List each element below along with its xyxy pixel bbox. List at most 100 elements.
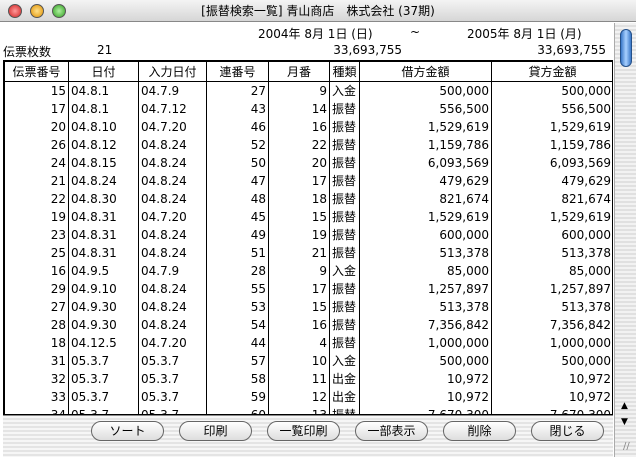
- table-row[interactable]: 15 04.8.1 04.7.9 27 9 入金 500,000 500,000: [4, 81, 612, 100]
- cell-credit-amount: 7,356,842: [491, 315, 612, 334]
- table-row[interactable]: 23 04.8.31 04.8.24 49 19 振替 600,000 600,000: [4, 225, 612, 244]
- voucher-table: 伝票番号 日付 入力日付 連番号 月番 種類 借方金額 貸方金額 15 04.8.1 04.7.9…: [3, 60, 613, 415]
- cell-voucher-no: 19: [4, 207, 69, 226]
- cell-credit-amount: 1,000,000: [491, 333, 612, 352]
- cell-entry-date: 04.7.9: [138, 81, 207, 100]
- column-header-entry-date[interactable]: 入力日付: [138, 61, 207, 82]
- cell-credit-amount: 6,093,569: [491, 153, 612, 172]
- cell-entry-date: 04.8.24: [138, 279, 207, 298]
- cell-month-no: 18: [268, 189, 330, 208]
- cell-serial-no: 44: [206, 333, 269, 352]
- cell-type: 振替: [329, 207, 360, 226]
- table-row[interactable]: 32 05.3.7 05.3.7 58 11 出金 10,972 10,972: [4, 369, 612, 388]
- cell-voucher-no: 18: [4, 333, 69, 352]
- cell-debit-amount: 7,670,300: [359, 405, 492, 414]
- cell-voucher-no: 17: [4, 99, 69, 118]
- cell-month-no: 15: [268, 297, 330, 316]
- column-header-type[interactable]: 種類: [329, 61, 360, 82]
- cell-debit-amount: 7,356,842: [359, 315, 492, 334]
- cell-month-no: 4: [268, 333, 330, 352]
- cell-month-no: 22: [268, 135, 330, 154]
- close-window-button[interactable]: [8, 4, 22, 18]
- cell-month-no: 13: [268, 405, 330, 414]
- cell-debit-amount: 513,378: [359, 243, 492, 262]
- cell-date: 04.8.31: [68, 207, 139, 226]
- cell-month-no: 17: [268, 171, 330, 190]
- cell-entry-date: 05.3.7: [138, 369, 207, 388]
- scroll-up-arrow-icon[interactable]: ▲: [621, 401, 628, 411]
- sort-button[interactable]: ソート: [91, 421, 164, 441]
- table-row[interactable]: 28 04.9.30 04.8.24 54 16 振替 7,356,842 7,356,842: [4, 315, 612, 334]
- column-header-voucher-no[interactable]: 伝票番号: [4, 61, 69, 82]
- cell-credit-amount: 1,159,786: [491, 135, 612, 154]
- table-row[interactable]: 29 04.9.10 04.8.24 55 17 振替 1,257,897 1,257,897: [4, 279, 612, 298]
- cell-month-no: 11: [268, 369, 330, 388]
- table-row[interactable]: 18 04.12.5 04.7.20 44 4 振替 1,000,000 1,000,000: [4, 333, 612, 352]
- cell-date: 05.3.7: [68, 405, 139, 414]
- column-header-month-no[interactable]: 月番: [268, 61, 330, 82]
- column-header-credit-amount[interactable]: 貸方金額: [491, 61, 612, 82]
- list-print-button[interactable]: 一覧印刷: [267, 421, 340, 441]
- resize-grip-icon[interactable]: //: [623, 441, 630, 452]
- vertical-scrollbar[interactable]: ▲ ▼ //: [614, 23, 636, 457]
- table-row[interactable]: 19 04.8.31 04.7.20 45 15 振替 1,529,619 1,529,619: [4, 207, 612, 226]
- cell-voucher-no: 31: [4, 351, 69, 370]
- cell-credit-amount: 479,629: [491, 171, 612, 190]
- cell-voucher-no: 22: [4, 189, 69, 208]
- table-row[interactable]: 17 04.8.1 04.7.12 43 14 振替 556,500 556,500: [4, 99, 612, 118]
- cell-type: 出金: [329, 387, 360, 406]
- minimize-window-button[interactable]: [30, 4, 44, 18]
- table-row[interactable]: 21 04.8.24 04.8.24 47 17 振替 479,629 479,629: [4, 171, 612, 190]
- cell-debit-amount: 556,500: [359, 99, 492, 118]
- cell-voucher-no: 15: [4, 81, 69, 100]
- cell-entry-date: 04.7.20: [138, 117, 207, 136]
- delete-button[interactable]: 削除: [443, 421, 516, 441]
- partial-display-button[interactable]: 一部表示: [355, 421, 428, 441]
- cell-date: 04.8.12: [68, 135, 139, 154]
- column-header-date[interactable]: 日付: [68, 61, 139, 82]
- scroll-thumb[interactable]: [620, 29, 632, 67]
- table-row[interactable]: 24 04.8.15 04.8.24 50 20 振替 6,093,569 6,093,569: [4, 153, 612, 172]
- debit-total: 33,693,755: [333, 43, 402, 57]
- column-header-debit-amount[interactable]: 借方金額: [359, 61, 492, 82]
- cell-type: 振替: [329, 333, 360, 352]
- cell-month-no: 20: [268, 153, 330, 172]
- cell-date: 04.8.1: [68, 81, 139, 100]
- cell-credit-amount: 500,000: [491, 351, 612, 370]
- cell-date: 04.9.30: [68, 297, 139, 316]
- table-row[interactable]: 31 05.3.7 05.3.7 57 10 入金 500,000 500,000: [4, 351, 612, 370]
- table-row[interactable]: 25 04.8.31 04.8.24 51 21 振替 513,378 513,378: [4, 243, 612, 262]
- cell-voucher-no: 27: [4, 297, 69, 316]
- column-header-serial-no[interactable]: 連番号: [206, 61, 269, 82]
- table-row[interactable]: 34 05.3.7 05.3.7 60 13 振替 7,670,300 7,670,300: [4, 405, 612, 414]
- cell-voucher-no: 25: [4, 243, 69, 262]
- zoom-window-button[interactable]: [52, 4, 66, 18]
- window-title: [振替検索一覧] 青山商店 株式会社 (37期): [201, 4, 435, 18]
- cell-credit-amount: 600,000: [491, 225, 612, 244]
- close-button[interactable]: 閉じる: [531, 421, 604, 441]
- cell-entry-date: 04.7.20: [138, 207, 207, 226]
- table-row[interactable]: 20 04.8.10 04.7.20 46 16 振替 1,529,619 1,529,619: [4, 117, 612, 136]
- cell-month-no: 9: [268, 261, 330, 280]
- cell-serial-no: 28: [206, 261, 269, 280]
- cell-type: 振替: [329, 153, 360, 172]
- table-row[interactable]: 33 05.3.7 05.3.7 59 12 出金 10,972 10,972: [4, 387, 612, 406]
- cell-month-no: 21: [268, 243, 330, 262]
- cell-serial-no: 50: [206, 153, 269, 172]
- cell-date: 04.9.30: [68, 315, 139, 334]
- table-row[interactable]: 22 04.8.30 04.8.24 48 18 振替 821,674 821,674: [4, 189, 612, 208]
- cell-voucher-no: 34: [4, 405, 69, 414]
- cell-type: 振替: [329, 297, 360, 316]
- table-row[interactable]: 27 04.9.30 04.8.24 53 15 振替 513,378 513,378: [4, 297, 612, 316]
- scroll-down-arrow-icon[interactable]: ▼: [621, 417, 628, 427]
- cell-voucher-no: 26: [4, 135, 69, 154]
- cell-debit-amount: 1,000,000: [359, 333, 492, 352]
- table-row[interactable]: 26 04.8.12 04.8.24 52 22 振替 1,159,786 1,159,786: [4, 135, 612, 154]
- cell-voucher-no: 20: [4, 117, 69, 136]
- print-button[interactable]: 印刷: [179, 421, 252, 441]
- cell-voucher-no: 32: [4, 369, 69, 388]
- cell-month-no: 14: [268, 99, 330, 118]
- cell-serial-no: 58: [206, 369, 269, 388]
- credit-total: 33,693,755: [537, 43, 606, 57]
- table-row[interactable]: 16 04.9.5 04.7.9 28 9 入金 85,000 85,000: [4, 261, 612, 280]
